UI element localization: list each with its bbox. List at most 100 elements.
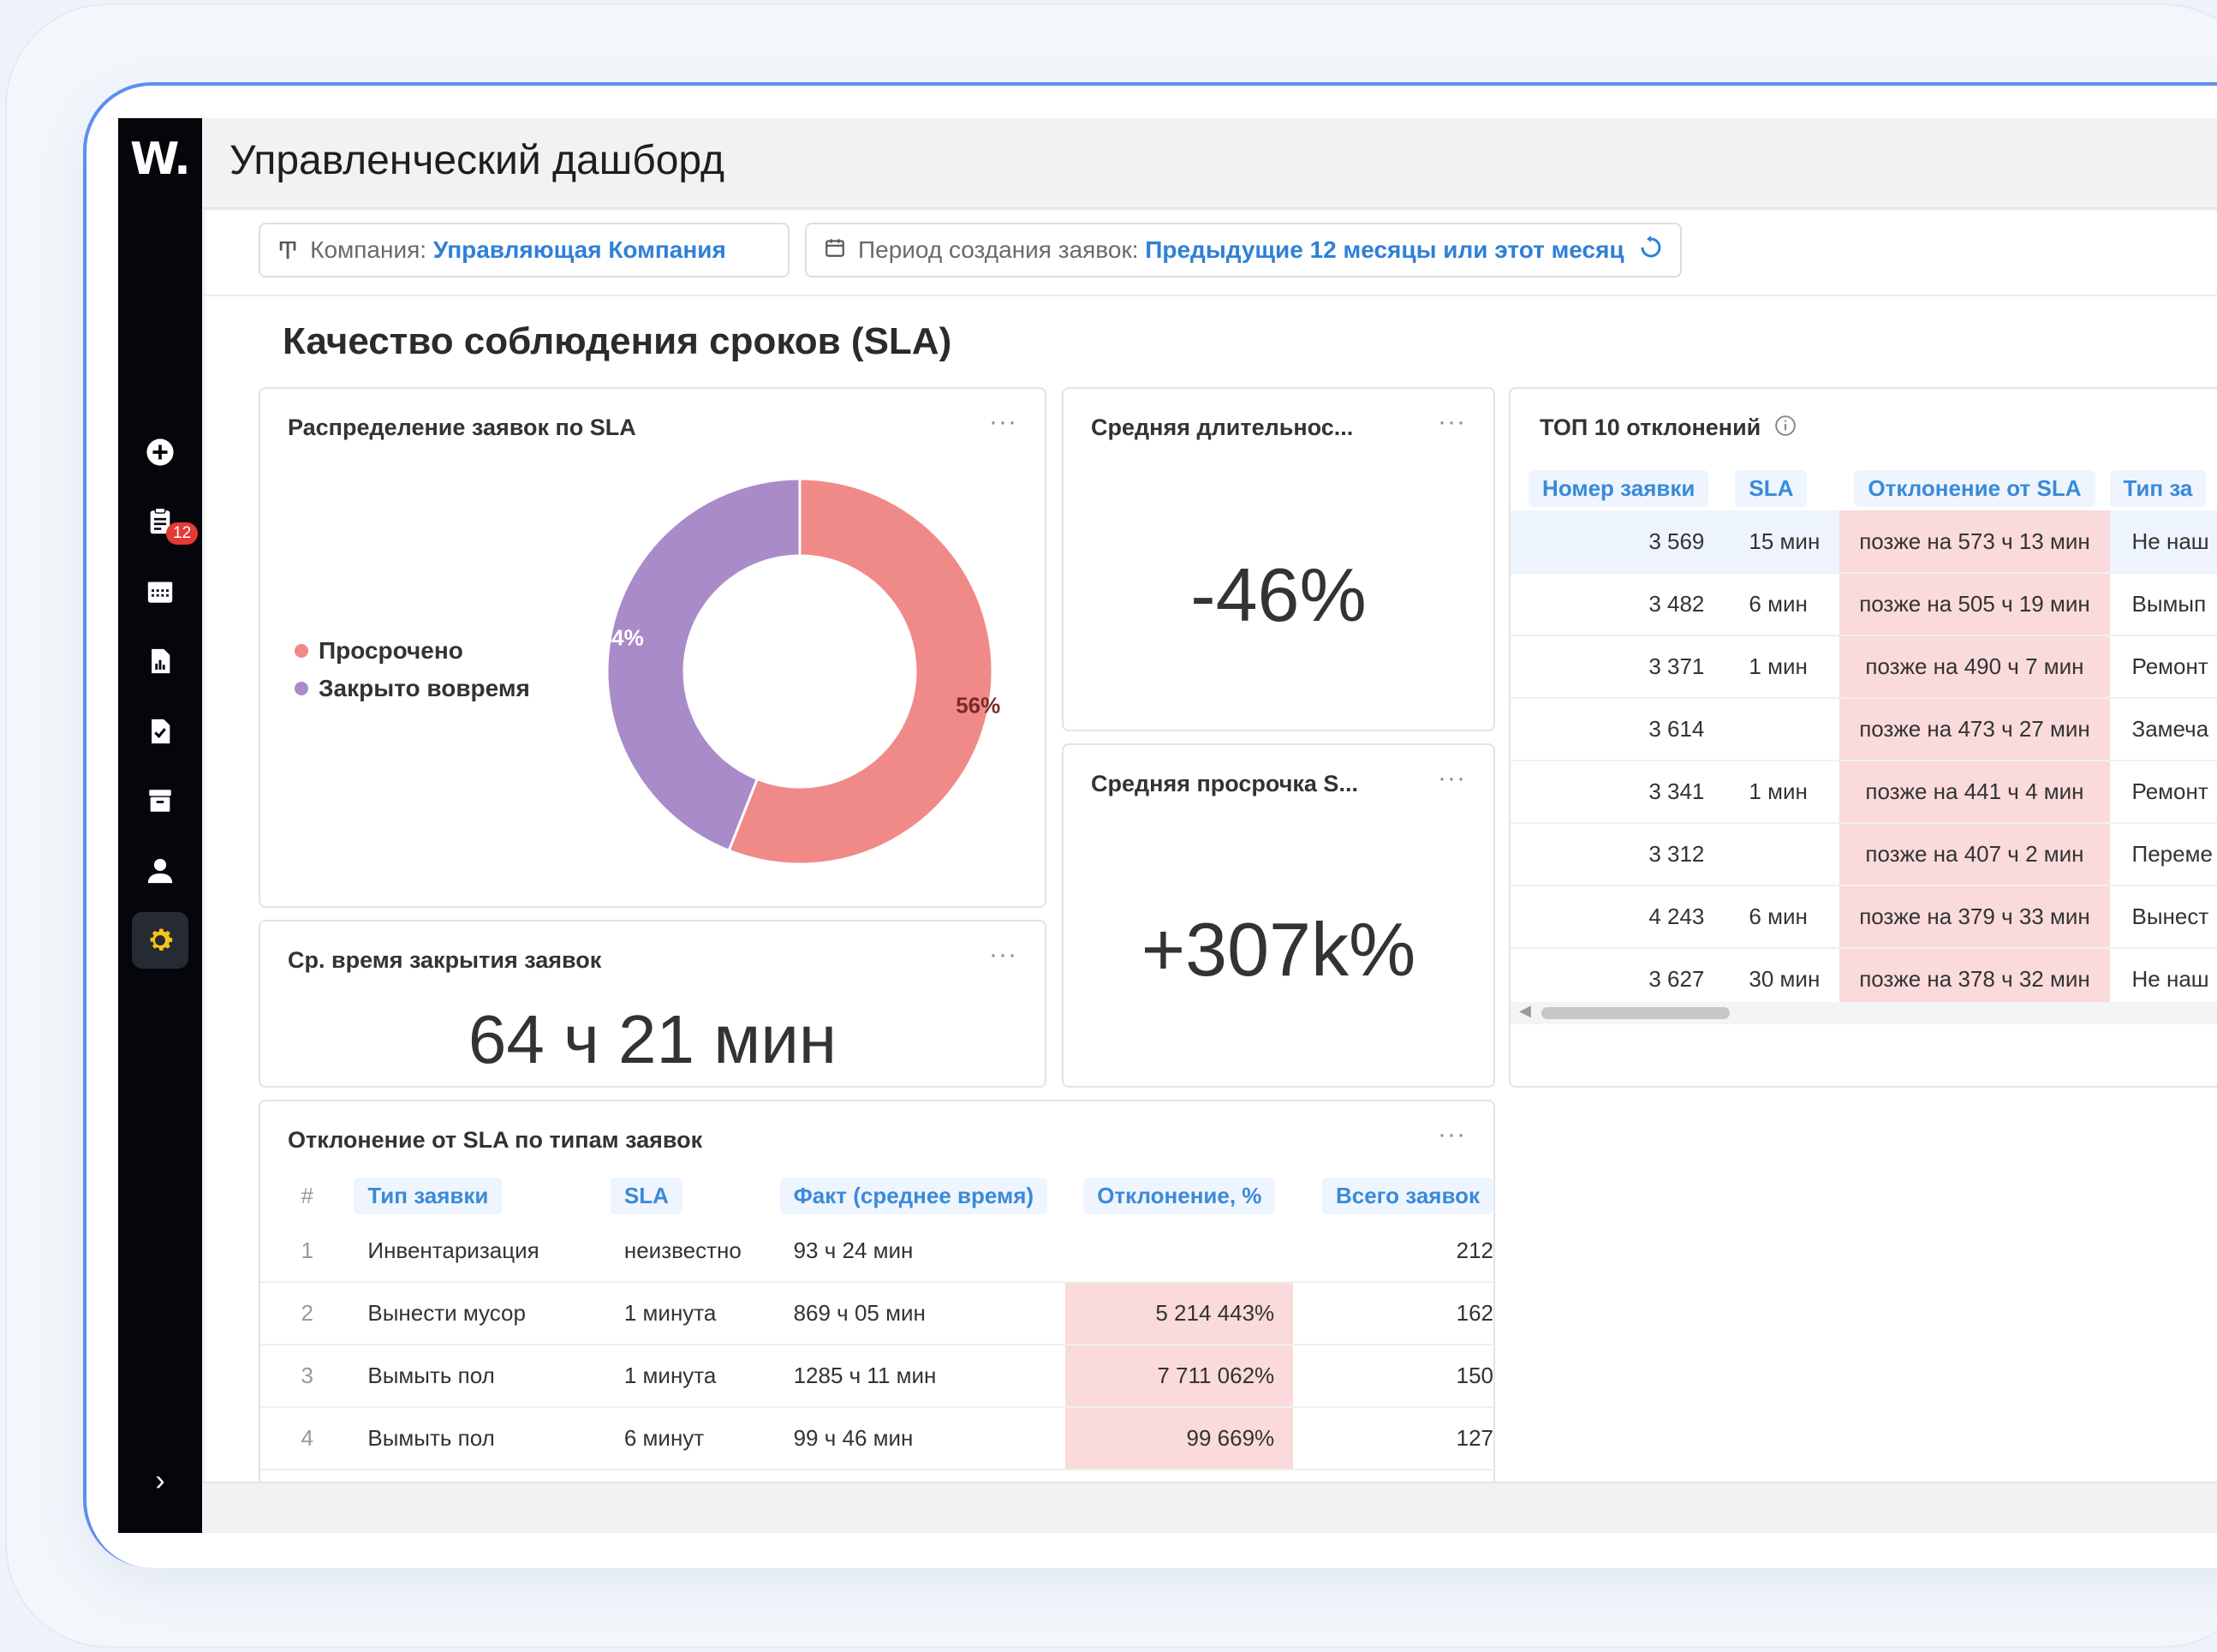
deviation-percent-cell: 99 669%: [1065, 1407, 1294, 1470]
expand-sidebar-icon[interactable]: ›: [155, 1464, 165, 1497]
sla-cell: неизвестно: [610, 1220, 780, 1283]
company-filter-value: Управляющая Компания: [432, 236, 726, 263]
column-header: #: [301, 1182, 313, 1208]
info-icon[interactable]: [1774, 414, 1797, 443]
more-menu-icon[interactable]: ···: [989, 408, 1017, 436]
refresh-icon[interactable]: [1638, 235, 1664, 266]
table-row[interactable]: 3 341 1 мин позже на 441 ч 4 мин Ремонт: [1511, 760, 2217, 824]
table-row[interactable]: 4 Вымыть пол 6 минут 99 ч 46 мин 99 669% 127: [260, 1407, 1493, 1470]
request-number-cell[interactable]: 3 312: [1511, 823, 1727, 886]
table-row[interactable]: 1 Инвентаризация неизвестно 93 ч 24 мин 212: [260, 1220, 1493, 1283]
donut-chart: 56% 44%: [599, 477, 1000, 866]
column-header[interactable]: Факт (среднее время): [779, 1177, 1048, 1214]
sla-cell: [1726, 823, 1840, 886]
deviation-cell: позже на 505 ч 19 мин: [1839, 573, 2110, 636]
request-number-cell[interactable]: 3 569: [1511, 510, 1727, 574]
clipboard-icon[interactable]: 12: [132, 493, 199, 550]
legend-item-overdue[interactable]: Просрочено: [295, 637, 530, 665]
request-number-cell[interactable]: 3 341: [1511, 760, 1727, 824]
period-filter-label: Период создания заявок:: [858, 236, 1139, 263]
calendar-small-icon: [824, 236, 846, 265]
table-row[interactable]: 3 371 1 мин позже на 490 ч 7 мин Ремонт: [1511, 635, 2217, 699]
filter-bar: Ͳ Компания: Управляющая Компания Период …: [206, 211, 2217, 296]
column-header[interactable]: Всего заявок: [1321, 1177, 1493, 1214]
table-row[interactable]: 3 569 15 мин позже на 573 ч 13 мин Не наш: [1511, 510, 2217, 574]
total-requests-cell: 150: [1293, 1345, 1493, 1408]
deviation-percent-cell: 5 214 443%: [1065, 1282, 1294, 1345]
fact-time-cell: 869 ч 05 мин: [779, 1282, 1066, 1345]
request-type-cell: Не наш: [2109, 510, 2217, 574]
donut-slice-overdue[interactable]: [727, 477, 994, 866]
request-number-cell[interactable]: 3 371: [1511, 635, 1727, 699]
plus-circle-icon[interactable]: [132, 424, 188, 480]
report-icon[interactable]: [132, 633, 188, 689]
sidebar: W. 12 ›: [118, 118, 202, 1533]
total-requests-cell: 212: [1293, 1220, 1493, 1283]
sla-cell: 1 минута: [610, 1282, 780, 1345]
more-menu-icon[interactable]: ···: [1438, 764, 1466, 792]
sla-cell: 1 минута: [610, 1345, 780, 1408]
table-row[interactable]: 2 Вынести мусор 1 минута 869 ч 05 мин 5 214 …: [260, 1282, 1493, 1345]
app-logo[interactable]: W.: [130, 134, 191, 185]
sla-cell: 6 мин: [1726, 886, 1840, 949]
company-filter[interactable]: Ͳ Компания: Управляющая Компания: [259, 223, 790, 277]
checklist-icon[interactable]: [132, 703, 188, 760]
row-index-cell: 1: [260, 1220, 355, 1283]
request-type-cell: Инвентаризация: [354, 1220, 611, 1283]
table-row[interactable]: 3 Вымыть пол 1 минута 1285 ч 11 мин 7 711 06…: [260, 1345, 1493, 1408]
panel-title: ТОП 10 отклонений: [1540, 414, 1797, 443]
fact-time-cell: 1285 ч 11 мин: [779, 1345, 1066, 1408]
period-filter-value: Предыдущие 12 месяцы или этот месяц: [1145, 236, 1624, 263]
deviation-cell: позже на 379 ч 33 мин: [1839, 886, 2110, 949]
table-row[interactable]: 3 482 6 мин позже на 505 ч 19 мин Вымып: [1511, 573, 2217, 636]
table-row[interactable]: 3 627 30 мин позже на 378 ч 32 мин Не наш: [1511, 948, 2217, 1011]
kpi-value: +307k%: [1141, 907, 1416, 992]
request-type-cell: Вымыть пол: [354, 1407, 611, 1470]
sla-cell: 1 мин: [1726, 760, 1840, 824]
legend-label: Закрыто вовремя: [319, 675, 530, 701]
request-type-cell: Вымып: [2109, 573, 2217, 636]
sla-by-type-panel: Отклонение от SLA по типам заявок ··· # …: [259, 1100, 1495, 1494]
table-row[interactable]: 3 312 позже на 407 ч 2 мин Переме: [1511, 823, 2217, 886]
request-type-cell: Вынест: [2109, 886, 2217, 949]
legend-item-on-time[interactable]: Закрыто вовремя: [295, 675, 530, 702]
header: Управленческий дашборд: [202, 118, 2217, 209]
slice-label: 44%: [599, 624, 644, 650]
request-type-cell: Ремонт: [2109, 635, 2217, 699]
column-header[interactable]: Номер заявки: [1529, 469, 1709, 507]
avg-duration-panel: Средняя длительнос... ··· -46%: [1062, 387, 1495, 731]
user-icon[interactable]: [132, 843, 188, 899]
archive-icon[interactable]: [132, 772, 188, 829]
request-type-cell: Не наш: [2109, 948, 2217, 1011]
deviation-cell: позже на 407 ч 2 мин: [1839, 823, 2110, 886]
donut-slice-on-time[interactable]: [605, 477, 802, 853]
sla-distribution-panel: Распределение заявок по SLA ··· Просроче…: [259, 387, 1046, 908]
panel-title-text: ТОП 10 отклонений: [1540, 414, 1761, 440]
column-header[interactable]: SLA: [1735, 469, 1808, 507]
more-menu-icon[interactable]: ···: [1438, 1120, 1466, 1148]
sla-cell: 6 мин: [1726, 573, 1840, 636]
column-header[interactable]: Тип заявки: [354, 1177, 503, 1214]
request-number-cell[interactable]: 3 614: [1511, 698, 1727, 761]
column-header[interactable]: Тип за: [2109, 469, 2207, 507]
more-menu-icon[interactable]: ···: [1438, 408, 1466, 436]
column-header[interactable]: Отклонение от SLA: [1854, 469, 2095, 507]
column-header[interactable]: SLA: [610, 1177, 682, 1214]
gear-icon[interactable]: [132, 912, 188, 969]
scroll-thumb[interactable]: [1541, 1007, 1730, 1019]
scroll-left-icon[interactable]: ◀: [1519, 1002, 1531, 1019]
more-menu-icon[interactable]: ···: [989, 940, 1017, 969]
horizontal-scrollbar[interactable]: ◀: [1511, 1002, 2217, 1024]
request-number-cell[interactable]: 4 243: [1511, 886, 1727, 949]
period-filter[interactable]: Период создания заявок: Предыдущие 12 ме…: [805, 223, 1682, 277]
panel-title: Ср. время закрытия заявок: [288, 947, 602, 973]
top10-table: Номер заявки SLA Отклонение от SLA Тип з…: [1511, 466, 2217, 1011]
table-row[interactable]: 3 614 позже на 473 ч 27 мин Замеча: [1511, 698, 2217, 761]
table-row[interactable]: 4 243 6 мин позже на 379 ч 33 мин Вынест: [1511, 886, 2217, 949]
calendar-icon[interactable]: [132, 564, 188, 620]
request-type-cell: Ремонт: [2109, 760, 2217, 824]
deviation-percent-cell: 7 711 062%: [1065, 1345, 1294, 1408]
column-header[interactable]: Отклонение, %: [1083, 1177, 1276, 1214]
sla-cell: 6 минут: [610, 1407, 780, 1470]
request-number-cell[interactable]: 3 482: [1511, 573, 1727, 636]
